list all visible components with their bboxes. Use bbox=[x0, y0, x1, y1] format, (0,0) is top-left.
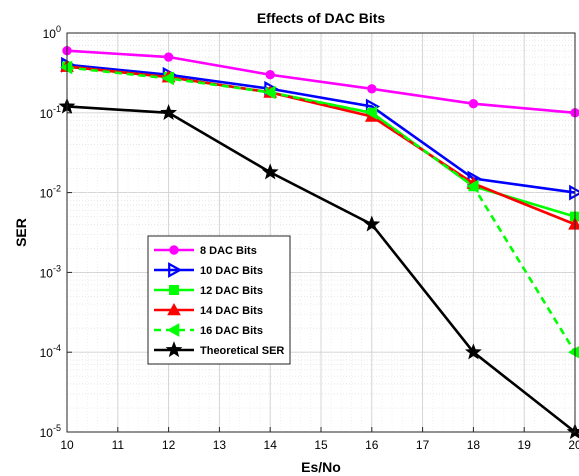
legend-label: Theoretical SER bbox=[200, 345, 284, 357]
y-tick-label: 10-1 bbox=[40, 104, 61, 121]
legend-label: 8 DAC Bits bbox=[200, 245, 257, 257]
data-point bbox=[567, 346, 579, 359]
x-tick-label: 20 bbox=[568, 438, 579, 452]
x-tick-label: 14 bbox=[264, 438, 278, 452]
x-tick-label: 17 bbox=[416, 438, 430, 452]
x-tick-label: 11 bbox=[112, 438, 125, 452]
legend-entry: 14 DAC Bits bbox=[154, 302, 263, 317]
x-tick-label: 13 bbox=[213, 438, 227, 452]
x-tick-label: 10 bbox=[60, 438, 74, 452]
legend-label: 12 DAC Bits bbox=[200, 285, 263, 297]
legend: 8 DAC Bits 10 DAC Bits 12 DAC Bits 14 DAC B… bbox=[147, 235, 291, 365]
series-line bbox=[66, 66, 577, 353]
legend-entry: 16 DAC Bits bbox=[154, 323, 263, 337]
data-point bbox=[569, 184, 579, 201]
data-point bbox=[466, 179, 479, 194]
y-tick-label: 10-3 bbox=[40, 263, 61, 280]
axis-ticks: 10 11 12 13 14 15 16 17 18 19 20 10-5 10-4 10-3 10-2 10… bbox=[40, 24, 579, 452]
legend-box bbox=[147, 235, 291, 365]
data-point bbox=[161, 71, 174, 86]
legend-marker bbox=[169, 285, 179, 295]
data-point bbox=[367, 84, 377, 94]
x-tick-label: 19 bbox=[518, 438, 532, 452]
legend-entry: 8 DAC Bits bbox=[154, 245, 257, 257]
series-line bbox=[66, 105, 576, 434]
x-tick-label: 18 bbox=[467, 438, 481, 452]
legend-marker bbox=[168, 262, 183, 278]
legend-label: 10 DAC Bits bbox=[200, 265, 263, 277]
data-point bbox=[59, 60, 73, 75]
y-tick-label: 100 bbox=[43, 24, 61, 41]
data-point bbox=[566, 423, 579, 440]
series-line bbox=[66, 49, 576, 115]
legend-marker bbox=[165, 341, 183, 358]
data-point bbox=[263, 85, 276, 100]
data-point bbox=[364, 105, 378, 120]
x-tick-label: 16 bbox=[365, 438, 379, 452]
y-tick-label: 10-2 bbox=[40, 184, 61, 201]
series-16-dac-bits bbox=[59, 60, 579, 359]
legend-label: 14 DAC Bits bbox=[200, 305, 263, 317]
legend-marker bbox=[169, 245, 179, 255]
data-point bbox=[363, 215, 381, 232]
data-point bbox=[468, 99, 479, 109]
legend-entry: 10 DAC Bits bbox=[154, 262, 263, 278]
x-tick-label: 15 bbox=[314, 438, 328, 452]
legend-entry: Theoretical SER bbox=[154, 341, 284, 358]
data-point bbox=[261, 163, 279, 180]
y-tick-label: 10-5 bbox=[40, 423, 61, 440]
data-point bbox=[464, 343, 482, 360]
x-tick-label: 12 bbox=[162, 438, 176, 452]
legend-label: 16 DAC Bits bbox=[200, 325, 263, 337]
series-8-dac-bits bbox=[62, 46, 579, 118]
y-tick-label: 10-4 bbox=[40, 343, 61, 360]
x-axis-label: Es/No bbox=[301, 459, 341, 475]
y-axis-label: SER bbox=[13, 218, 29, 247]
data-point bbox=[160, 103, 178, 120]
data-point bbox=[265, 70, 275, 80]
legend-marker bbox=[167, 302, 181, 316]
series-lines bbox=[58, 46, 579, 440]
legend-marker bbox=[166, 323, 180, 337]
data-point bbox=[163, 52, 174, 62]
legend-entry: 12 DAC Bits bbox=[154, 285, 263, 297]
series-line bbox=[66, 63, 576, 194]
chart-title: Effects of DAC Bits bbox=[257, 10, 386, 26]
plot-frame bbox=[66, 32, 576, 433]
